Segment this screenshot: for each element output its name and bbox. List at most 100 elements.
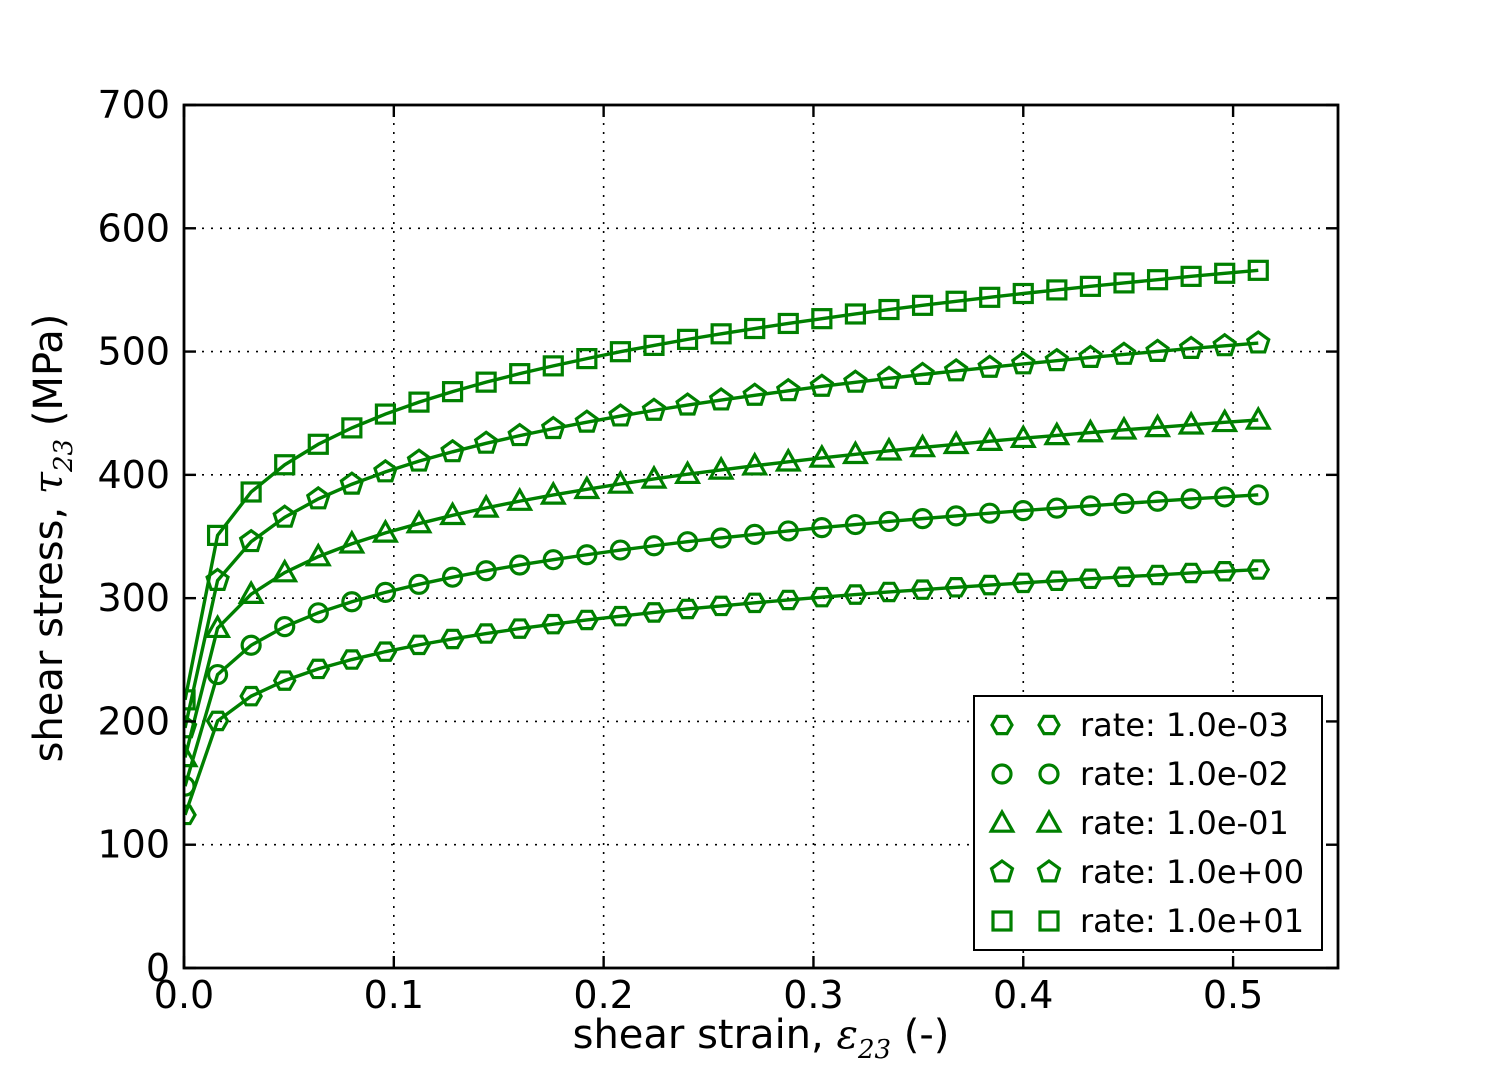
square-marker-icon [274,454,296,476]
x-tick-label: 0.3 [783,973,843,1017]
square-marker-icon [676,328,699,350]
pentagon-marker-icon [1010,350,1036,375]
triangle-up-marker-icon [1009,423,1037,449]
y-axis-label-suffix: (MPa) [26,313,72,439]
y-axis-label-subscript: 23 [49,438,79,472]
square-marker-icon [609,341,632,363]
series-line [184,268,1259,701]
square-marker-icon [1012,282,1034,305]
square-marker-icon [1046,279,1068,301]
y-tick-label: 200 [97,699,170,743]
epsilon-symbol: ε [836,1012,858,1058]
hexagon-marker-icon [1212,561,1237,582]
circle-marker-icon [744,523,766,546]
square-marker-icon [1146,269,1169,291]
pentagon-marker-icon [305,485,331,510]
square-marker-icon [1247,259,1269,281]
hexagon-marker-icon [340,649,364,670]
square-marker-icon [878,298,900,321]
square-marker-icon [744,317,766,340]
x-tick-label: 0.1 [364,973,424,1017]
pentagon-marker-icon [272,504,298,528]
hexagon-marker-icon [440,628,465,650]
hexagon-marker-icon [675,598,700,620]
hexagon-marker-icon [642,602,666,623]
triangle-up-marker-icon [1177,410,1205,435]
pentagon-marker-icon [675,392,700,416]
triangle-up-marker-icon [741,451,769,476]
pentagon-marker-icon [608,403,633,427]
square-marker-icon [777,312,799,335]
legend-marker [988,808,1016,833]
series-rate--1-0e-03 [184,559,1271,826]
pentagon-marker-icon [775,377,801,402]
ticks [182,103,1338,970]
legend-entry: rate: 1.0e+00 [975,850,1321,894]
pentagon-marker-icon [989,858,1015,883]
series-rate--1-0e-01 [184,405,1272,768]
triangle-up-marker-icon [640,464,668,489]
circle-marker-icon [1247,484,1269,506]
pentagon-marker-icon [1212,332,1238,357]
pentagon-marker-icon [809,373,835,397]
circle-marker-icon [1046,497,1068,519]
legend-label: rate: 1.0e+01 [1080,901,1305,940]
pentagon-marker-icon [1078,344,1103,368]
series-group [184,259,1272,826]
circle-marker-icon [374,581,397,603]
circle-marker-icon [676,531,699,553]
triangle-up-marker-icon [204,613,232,639]
circle-marker-icon [341,591,363,613]
triangle-up-marker-icon [988,808,1016,833]
square-marker-icon [911,294,934,316]
pentagon-marker-icon [1245,330,1271,354]
hexagon-marker-icon [977,574,1002,596]
circle-marker-icon [710,527,732,549]
hexagon-marker-icon [1044,570,1069,592]
circle-marker-icon [307,602,329,624]
hexagon-marker-icon [843,584,868,605]
series-rate--1-0e-02 [184,484,1269,797]
series-line [184,493,1259,787]
hexagon-marker-icon [507,618,532,639]
triangle-up-marker-icon [1110,415,1138,440]
square-marker-icon [991,909,1013,932]
triangle-up-marker-icon [1211,408,1239,433]
hexagon-marker-icon [474,623,498,644]
pentagon-marker-icon [876,365,902,389]
circle-marker-icon [576,544,598,566]
pentagon-marker-icon [1178,335,1204,359]
x-tick-label: 0.2 [573,973,633,1017]
circle-marker-icon [509,554,531,576]
hexagon-marker-icon [990,715,1014,736]
square-marker-icon [710,323,732,345]
legend-label: rate: 1.0e+00 [1080,852,1305,891]
square-marker-icon [475,371,497,393]
circle-marker-icon [441,566,464,588]
triangle-up-marker-icon [304,542,332,567]
pentagon-marker-icon [977,354,1003,378]
triangle-up-marker-icon [506,486,534,511]
square-marker-icon [509,363,531,385]
hexagon-marker-icon [1037,715,1061,736]
y-tick-label: 400 [97,453,170,497]
legend-label: rate: 1.0e-03 [1080,706,1289,745]
hexagon-marker-icon [1011,572,1036,594]
y-tick-label: 600 [97,206,170,250]
legend-label: rate: 1.0e-01 [1080,803,1289,842]
pentagon-marker-icon [910,361,935,385]
pentagon-marker-icon [1036,858,1062,883]
triangle-up-marker-icon [472,493,500,518]
triangle-up-marker-icon [674,459,702,485]
circle-marker-icon [240,634,262,656]
legend-marker [991,909,1013,932]
series-rate--1-0e+01 [184,259,1269,711]
axes-spines [182,103,1340,970]
square-marker-icon [811,308,833,330]
x-axis-label-prefix: shear strain, [572,1012,837,1058]
triangle-up-marker-icon [1076,418,1104,443]
legend-marker [1036,858,1062,883]
circle-marker-icon [844,513,867,536]
pentagon-marker-icon [1044,347,1070,372]
